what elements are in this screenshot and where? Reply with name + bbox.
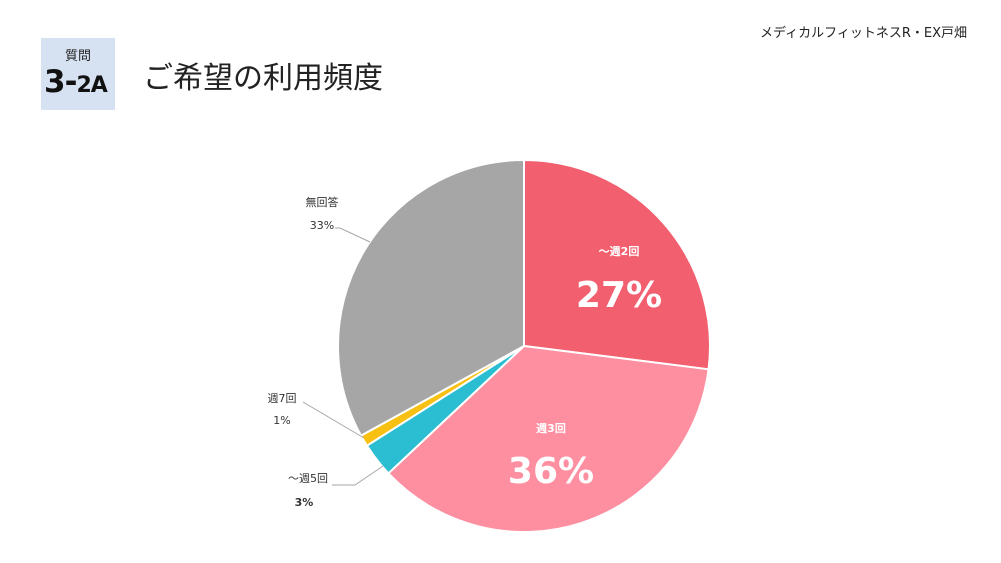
pie-slice-0 [523,158,711,371]
slice-value-2: 3% [295,496,314,509]
leader-line-2 [332,465,384,486]
organization-name: メディカルフィットネスR・EX戸畑 [760,26,967,41]
slice-value-3: 1% [273,414,290,427]
page-title: ご希望の利用頻度 [143,61,383,96]
leader-line-4 [335,227,371,243]
question-label: 質問 [64,49,91,64]
leader-line-3 [302,401,365,439]
slice-label-0: 〜週2回 [599,244,640,258]
question-badge: 質問 3-2A [41,38,115,110]
slice-label-3: 週7回 [268,392,297,405]
slice-value-4: 33% [310,219,334,232]
slice-value-1: 36% [508,451,594,492]
slice-label-4: 無回答 [306,195,339,209]
slice-label-1: 週3回 [536,421,566,435]
slice-label-2: 〜週5回 [288,472,328,485]
pie-slice-1 [386,344,710,533]
slice-value-0: 27% [576,275,662,316]
question-number-main: 3- [44,64,77,100]
pie-slice-4 [337,158,525,437]
question-number-sub: 2A [76,73,107,98]
question-number: 3-2A [44,64,108,100]
